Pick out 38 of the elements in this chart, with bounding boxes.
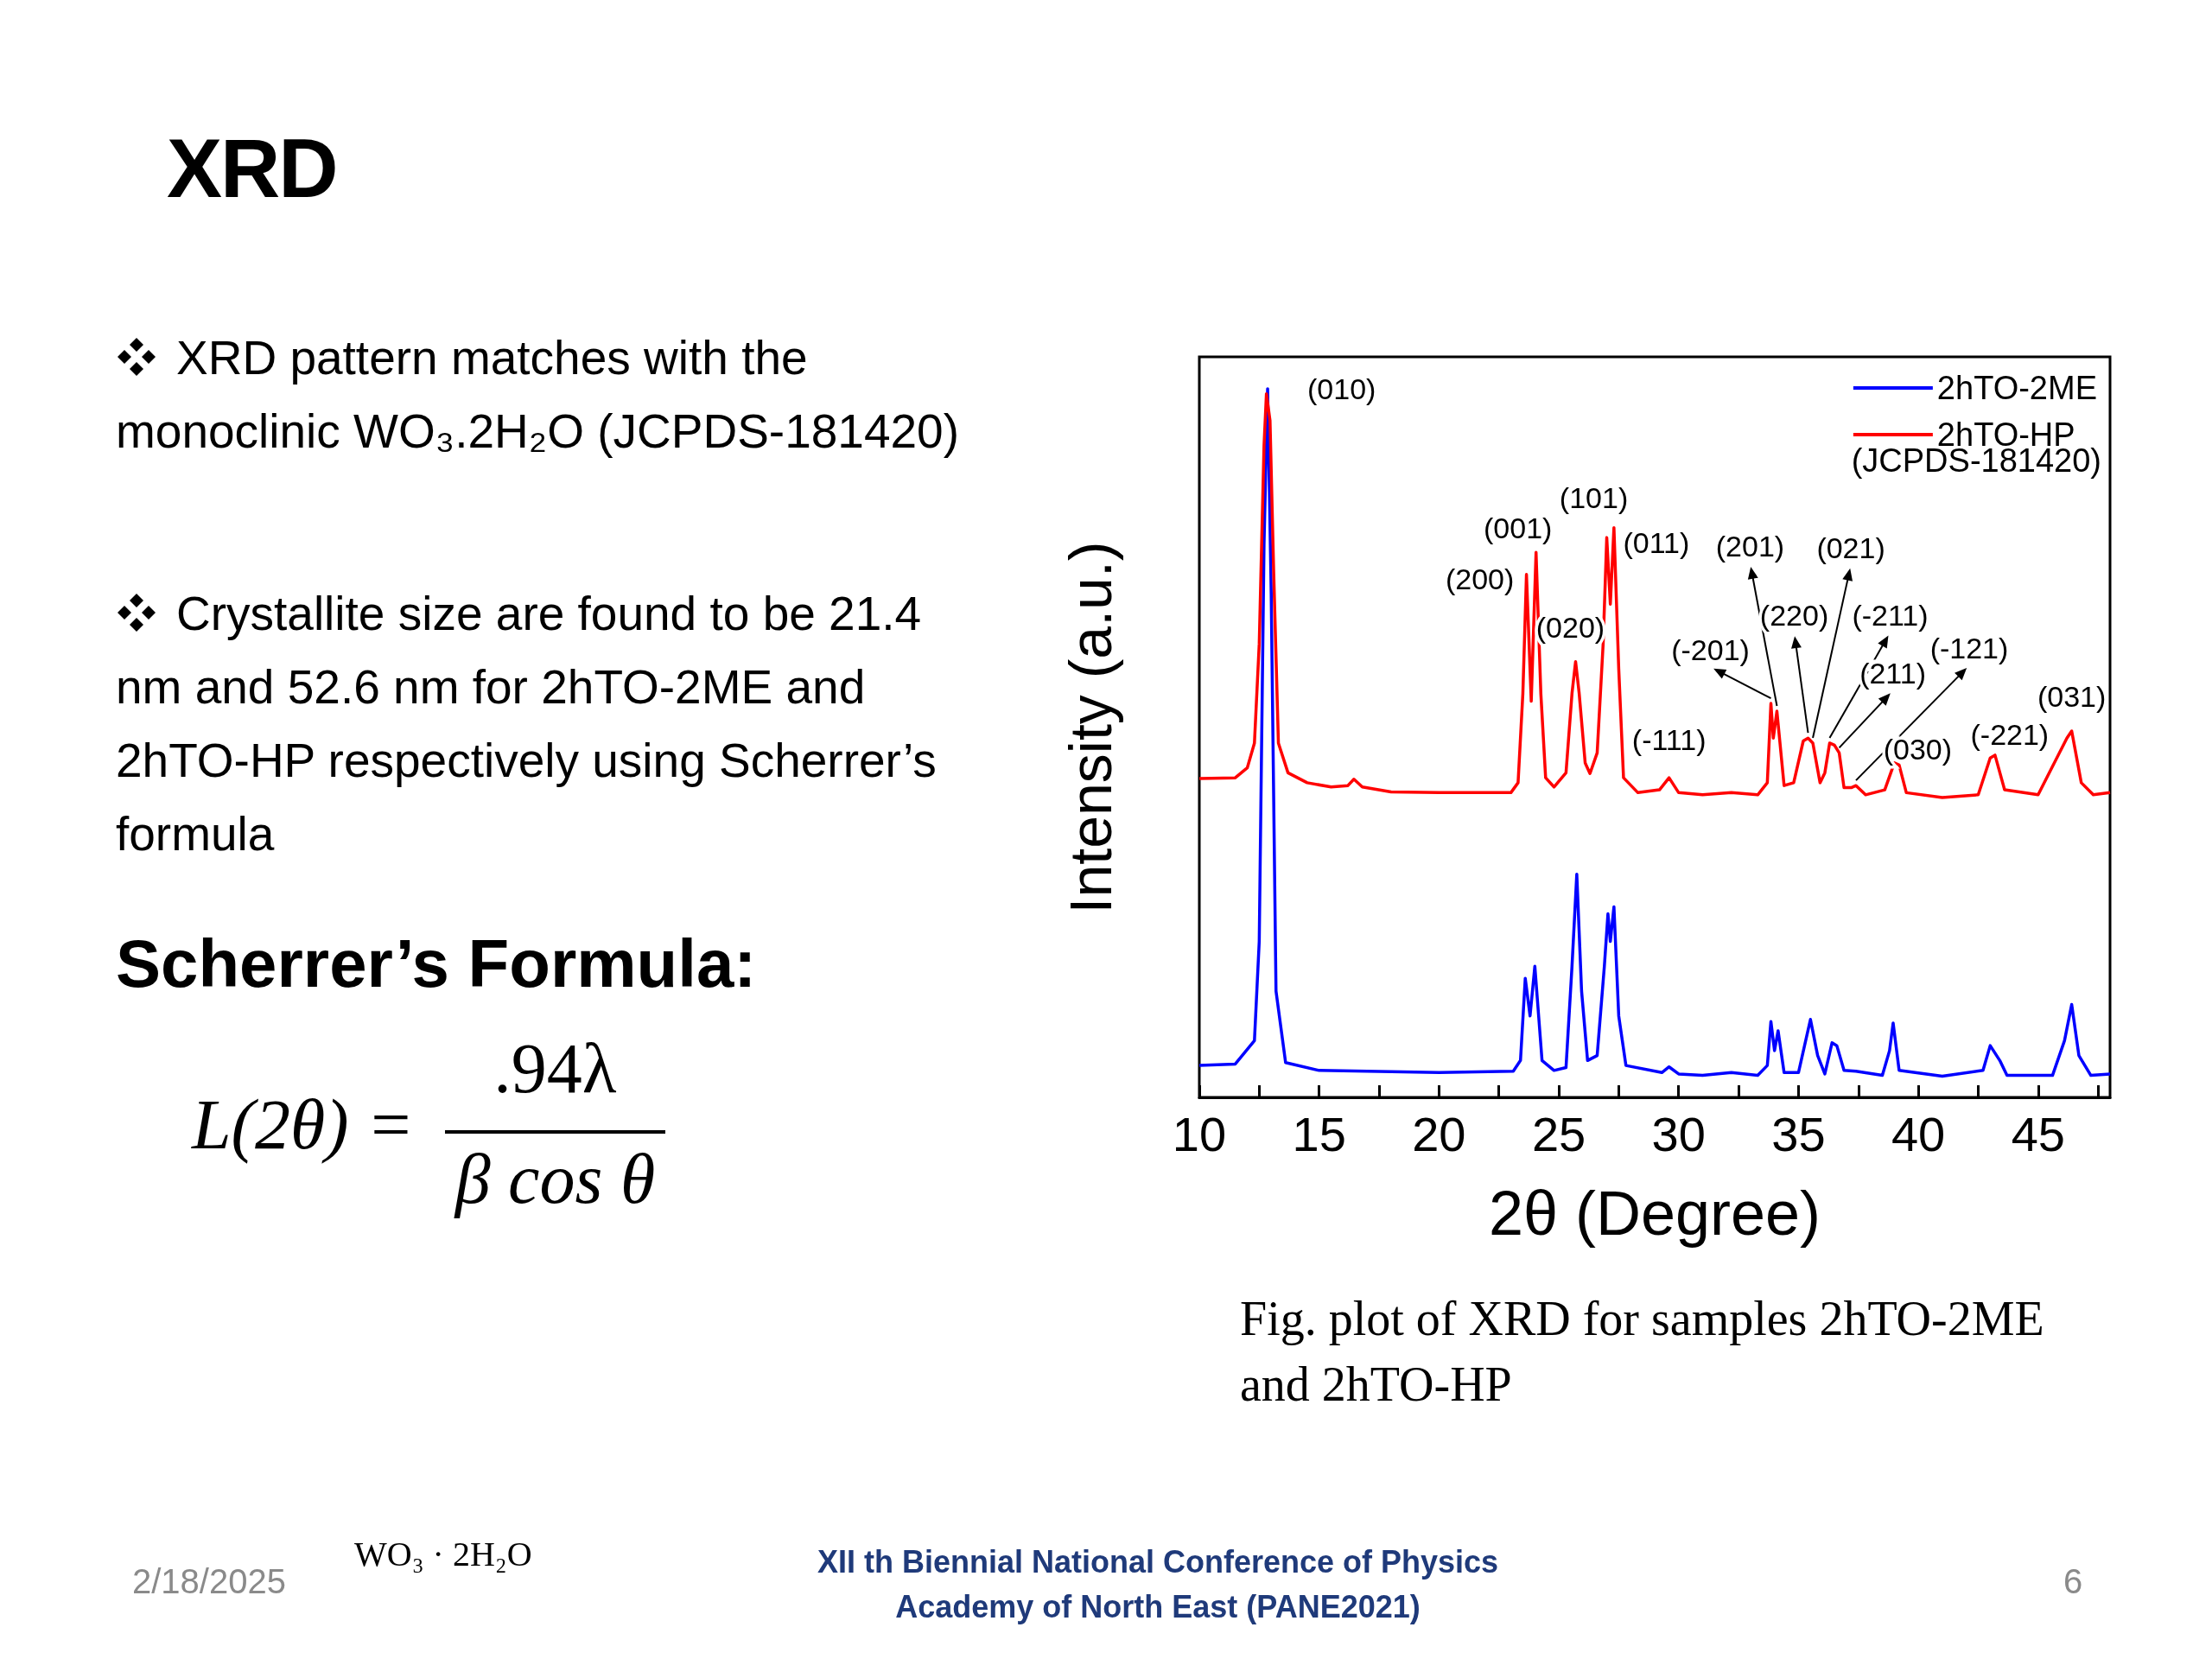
x-tick-label: 15	[1292, 1106, 1346, 1161]
text: 2/18/2025	[132, 1562, 286, 1601]
text: XII th Biennial National Conference of Physics Academy of North East (PANE2021)	[816, 1543, 1500, 1626]
text: XRD pattern matches with the monoclinic WO₃.2H₂O (JCPDS-181420)	[116, 330, 960, 460]
text: L(2θ) =	[192, 1084, 415, 1166]
annotation: (-111)	[1631, 723, 1707, 757]
annotation: (021)	[1816, 531, 1885, 564]
x-tick-label: 20	[1412, 1106, 1466, 1161]
annotation: (-121)	[1929, 632, 2009, 665]
x-tick-label: 40	[1891, 1106, 1946, 1161]
text: .94λ	[493, 1028, 618, 1109]
annotation: (220)	[1759, 599, 1829, 632]
x-tick-label: 25	[1531, 1106, 1586, 1161]
text: XRD	[167, 121, 337, 216]
x-tick-label: 45	[2011, 1106, 2065, 1161]
annotation: (011)	[1623, 525, 1690, 559]
legend-label: 2hTO-2ME	[1936, 370, 2097, 406]
y-axis-title: Intensity (a.u.)	[1057, 541, 1124, 913]
text: Crystallite size are found to be 21.4 nm and 52.6 nm for 2hTO-2ME and 2hTO-HP respectively using Scherrer’s formula	[116, 586, 938, 862]
annotation: (-221)	[1970, 717, 2050, 751]
x-tick-label: 10	[1172, 1106, 1227, 1161]
annotation: (001)	[1484, 512, 1553, 545]
x-tick-label: 30	[1651, 1106, 1706, 1161]
annotation: (201)	[1715, 530, 1785, 563]
annotation: (-211)	[1852, 598, 1929, 632]
annotation: (031)	[2037, 680, 2107, 714]
annotation: (200)	[1445, 562, 1515, 595]
text: Fig. plot of XRD for samples 2hTO-2ME and 2hTO-HP	[1240, 1291, 2045, 1413]
text: β cos θ	[453, 1139, 657, 1220]
annotation: (101)	[1559, 481, 1629, 515]
text: 6	[2063, 1562, 2083, 1601]
annotation: (-201)	[1671, 633, 1750, 667]
annotation: (010)	[1307, 372, 1376, 405]
text: Scherrer’s Formula:	[116, 925, 757, 1003]
x-axis-title: 2θ (Degree)	[1488, 1179, 1821, 1248]
x-tick-label: 35	[1771, 1106, 1826, 1161]
annotation: (030)	[1883, 732, 1953, 766]
text: WO₃ · 2H₂O	[354, 1534, 532, 1574]
